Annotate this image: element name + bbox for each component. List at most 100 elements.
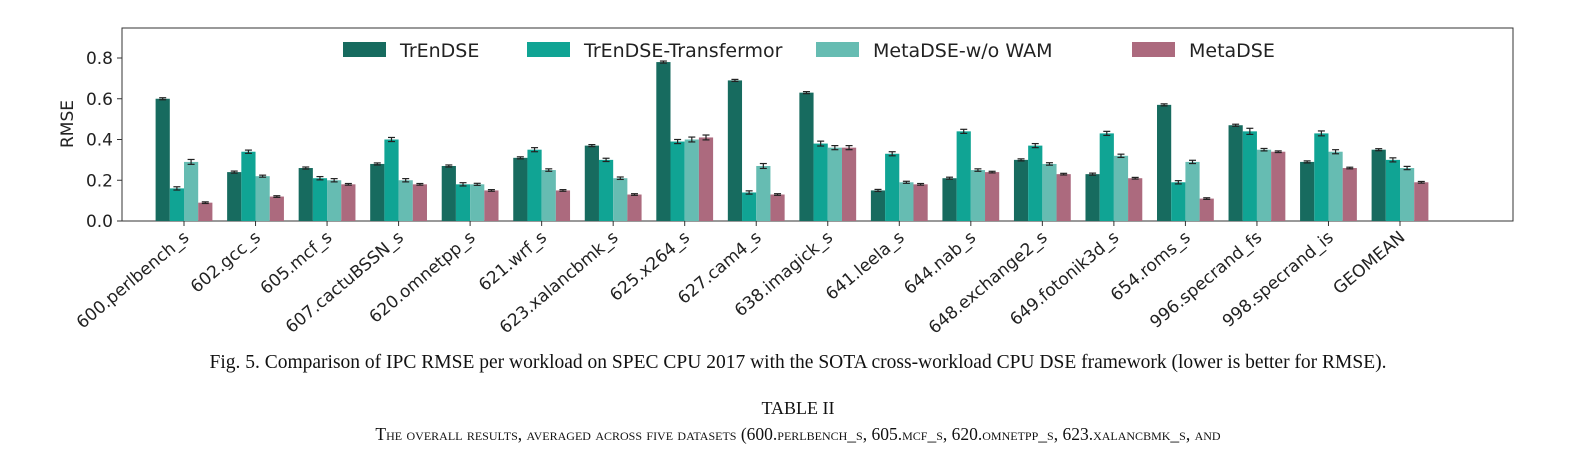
bar <box>598 159 614 221</box>
x-tick-label: 602.gcc_s <box>187 227 265 297</box>
bar <box>341 184 356 221</box>
bar <box>584 145 599 221</box>
y-tick-label: 0.0 <box>86 212 113 232</box>
legend-swatch <box>527 42 570 57</box>
bar <box>241 151 256 221</box>
bar <box>1199 198 1214 221</box>
x-tick-label: 600.perlbench_s <box>73 227 193 333</box>
bar <box>198 202 213 221</box>
x-tick-label: 623.xalancbmk_s <box>496 227 622 338</box>
bar <box>370 163 385 221</box>
x-tick-label: 607.cactuBSSN_s <box>282 227 408 337</box>
bar <box>227 172 242 221</box>
bar <box>312 178 328 221</box>
y-axis: 0.0 0.2 0.4 0.6 0.8 <box>86 49 122 232</box>
bar <box>1342 168 1357 221</box>
legend-label: TrEnDSE <box>399 40 479 62</box>
bar <box>255 176 270 221</box>
bar <box>1042 163 1057 221</box>
legend-swatch <box>816 42 859 57</box>
bar-chart: 0.0 0.2 0.4 0.6 0.8 600.perlbench_s602.gcc_s… <box>58 27 1514 338</box>
bar <box>1328 151 1343 221</box>
y-tick-label: 0.8 <box>86 49 113 69</box>
legend-label: TrEnDSE-Transfermor <box>583 40 783 62</box>
bar <box>1028 145 1043 221</box>
x-tick-label: 641.leela_s <box>822 227 908 304</box>
bar <box>698 137 714 221</box>
x-tick-label: GEOMEAN <box>1330 228 1410 299</box>
bar <box>756 165 771 221</box>
bar <box>1085 174 1100 221</box>
bar <box>1385 159 1400 221</box>
bar <box>956 131 971 221</box>
bar <box>1056 174 1071 221</box>
bar <box>913 184 928 221</box>
bar <box>813 143 828 221</box>
bar <box>1314 133 1329 221</box>
bar <box>1400 168 1415 221</box>
bar <box>1099 133 1114 221</box>
bar <box>1157 104 1172 221</box>
bar <box>613 178 628 221</box>
legend: TrEnDSE TrEnDSE-Transfermor MetaDSE-w/o WA… <box>343 40 1275 62</box>
bar <box>184 161 199 221</box>
bar <box>455 184 471 221</box>
bar <box>384 139 399 221</box>
bar <box>327 180 342 221</box>
bar <box>942 178 957 221</box>
x-axis: 600.perlbench_s602.gcc_s605.mcf_s607.cac… <box>73 221 1409 338</box>
bar <box>841 147 857 221</box>
bar <box>269 196 284 221</box>
y-tick-label: 0.4 <box>86 131 113 151</box>
bar <box>398 180 413 221</box>
bar <box>885 153 900 221</box>
bar <box>1371 149 1386 221</box>
bar <box>412 184 427 221</box>
bars <box>155 62 1429 222</box>
bar <box>684 139 699 221</box>
bar <box>899 182 914 221</box>
bar <box>770 194 785 221</box>
bar <box>627 194 642 221</box>
bar <box>870 190 886 221</box>
bar <box>441 165 456 221</box>
y-tick-label: 0.6 <box>86 90 113 110</box>
bar <box>1271 151 1286 221</box>
y-tick-label: 0.2 <box>86 171 113 191</box>
table-title: TABLE II <box>761 398 835 418</box>
bar <box>985 172 1000 221</box>
bar <box>1414 182 1429 221</box>
table-caption: The overall results, averaged across fiv… <box>375 424 1221 444</box>
x-tick-label: 648.exchange2_s <box>925 227 1052 338</box>
bar <box>555 190 571 221</box>
bar <box>742 192 757 221</box>
bar <box>1300 161 1315 221</box>
bar <box>1242 131 1257 221</box>
bar <box>470 184 485 221</box>
bar <box>1185 161 1200 221</box>
bar <box>799 92 814 221</box>
bar <box>727 80 743 221</box>
legend-label: MetaDSE-w/o WAM <box>873 40 1052 62</box>
bar <box>484 190 499 221</box>
bar <box>513 157 528 221</box>
bar <box>656 62 671 222</box>
bar <box>298 168 313 221</box>
figure-caption: Fig. 5. Comparison of IPC RMSE per workl… <box>209 352 1387 373</box>
legend-label: MetaDSE <box>1189 40 1275 62</box>
bar <box>1256 149 1272 221</box>
bar <box>1013 159 1029 221</box>
bar <box>827 147 842 221</box>
error-bars <box>159 60 1425 205</box>
bar <box>155 98 170 221</box>
y-axis-label: RMSE <box>58 100 78 148</box>
legend-swatch <box>1132 42 1175 57</box>
bar <box>970 170 986 221</box>
bar <box>1113 155 1129 221</box>
bar <box>1128 178 1143 221</box>
bar <box>541 170 556 221</box>
bar <box>1228 125 1243 221</box>
bar <box>1171 182 1186 221</box>
bar <box>169 188 184 221</box>
legend-swatch <box>343 42 386 57</box>
